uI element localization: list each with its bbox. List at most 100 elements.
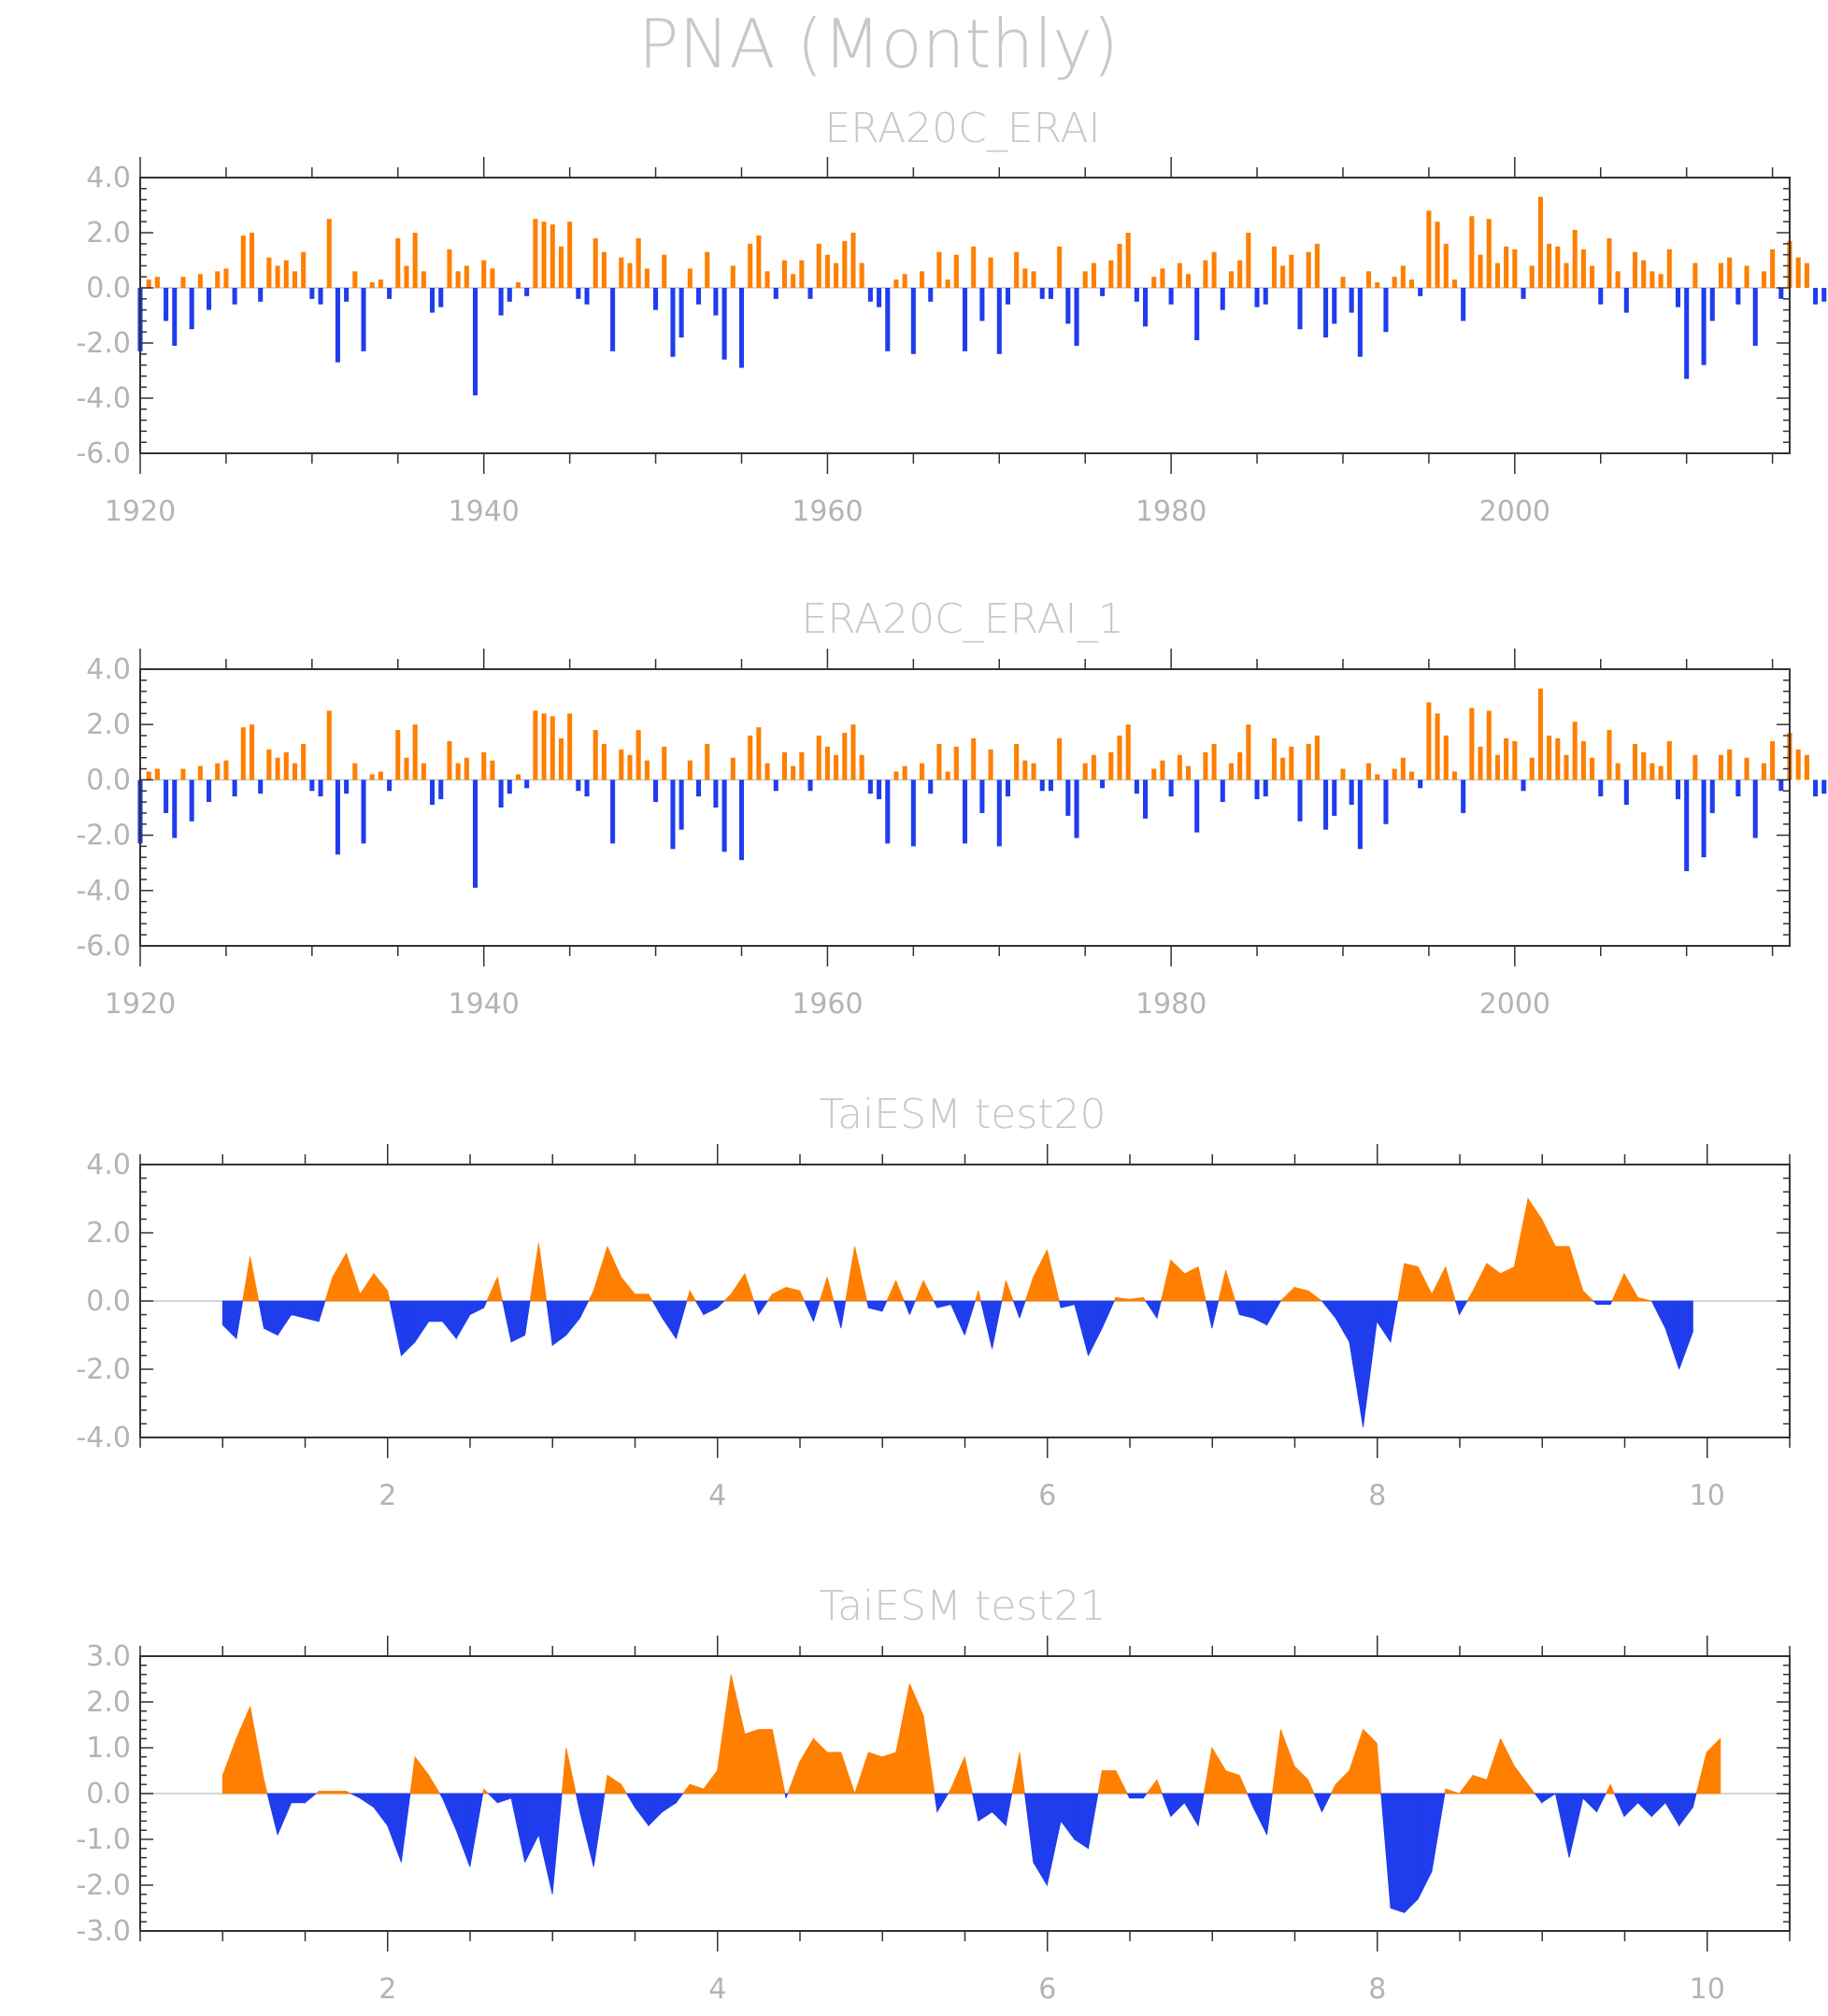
bar <box>1813 288 1819 305</box>
panel-title: ERA20C_ERAI_1 <box>801 595 1123 643</box>
y-tick-label: 0.0 <box>86 1778 131 1810</box>
bar <box>1512 249 1518 288</box>
bar <box>1658 765 1664 780</box>
bar <box>1022 268 1028 288</box>
bar <box>1271 738 1277 780</box>
bar <box>232 779 237 797</box>
bar <box>1082 763 1088 780</box>
bar <box>1821 779 1827 794</box>
bar <box>344 288 350 302</box>
bar <box>266 749 272 780</box>
bar <box>756 727 762 780</box>
bar <box>1795 749 1801 780</box>
bar <box>885 779 891 844</box>
bar <box>670 779 676 850</box>
bar <box>1091 754 1096 780</box>
bar <box>1623 779 1629 806</box>
y-tick-label: 2.0 <box>86 708 131 741</box>
bar <box>1426 210 1432 288</box>
bar <box>1744 265 1749 288</box>
bar <box>472 779 478 888</box>
bar <box>1005 288 1010 305</box>
bar <box>1658 274 1664 288</box>
bar <box>1220 288 1225 310</box>
bar <box>764 763 770 780</box>
bar <box>1451 279 1458 288</box>
bar <box>1580 740 1586 780</box>
bar <box>962 779 968 844</box>
bar <box>764 271 770 288</box>
bar <box>387 779 393 792</box>
bar <box>1494 754 1500 780</box>
bar <box>1263 288 1268 305</box>
bar <box>189 288 194 330</box>
bar <box>601 251 607 288</box>
bar <box>490 268 495 288</box>
bar <box>928 288 934 302</box>
bar <box>902 274 907 288</box>
bar <box>636 237 641 288</box>
bar <box>1100 779 1106 789</box>
x-tick-label: 6 <box>1038 1973 1056 2006</box>
bar <box>430 288 436 313</box>
bar <box>1529 265 1535 288</box>
bar <box>1709 288 1715 322</box>
y-tick-label: -3.0 <box>76 1915 131 1948</box>
bar <box>1761 271 1766 288</box>
bar <box>738 288 745 368</box>
x-tick-label: 2 <box>378 1973 396 2006</box>
bar <box>1400 265 1406 288</box>
bar <box>850 724 856 780</box>
bar <box>713 779 719 808</box>
bar <box>1134 288 1139 302</box>
bar <box>1014 743 1020 780</box>
x-tick-label: 2 <box>378 1480 396 1512</box>
bar <box>781 751 787 780</box>
bar <box>1684 288 1690 379</box>
bar <box>1246 233 1251 288</box>
bar <box>1633 251 1638 288</box>
bar <box>146 771 151 780</box>
bar <box>902 765 907 780</box>
bar <box>1323 288 1329 338</box>
bar <box>464 265 469 288</box>
bar <box>1494 263 1500 288</box>
panel-title: TaiESM test20 <box>820 1091 1107 1138</box>
panel-taiesm-test20: TaiESM test20 -4.0 -2.0 0.0 2.0 4.0 2 4 6 8 10 <box>76 1091 1791 1512</box>
bar <box>1168 288 1174 305</box>
x-tick-label: 1980 <box>1135 495 1207 528</box>
bar <box>619 257 624 288</box>
bar <box>275 265 280 288</box>
bar <box>1778 779 1784 792</box>
negative-area <box>221 1300 1693 1428</box>
bar <box>180 277 186 288</box>
bar <box>996 779 1002 847</box>
bar <box>1408 279 1415 288</box>
bar <box>953 746 959 780</box>
y-tick-label: -2.0 <box>76 1869 131 1902</box>
bar <box>1151 277 1157 288</box>
plot-area: -4.0 -2.0 0.0 2.0 4.0 2 4 6 8 10 <box>76 1144 1791 1512</box>
bar <box>335 288 340 363</box>
bar <box>1675 288 1681 307</box>
bar <box>1547 243 1552 288</box>
y-tick-label: 4.0 <box>86 162 131 194</box>
bar <box>1100 288 1106 296</box>
bar <box>1065 288 1071 324</box>
y-tick-label: -4.0 <box>76 875 131 908</box>
bar <box>687 760 693 780</box>
x-tick-label: 1940 <box>449 988 520 1021</box>
bar <box>1332 288 1337 324</box>
bar <box>850 233 856 288</box>
bar <box>1392 277 1397 288</box>
bar <box>1297 779 1303 822</box>
bar <box>275 757 280 780</box>
bar <box>197 274 203 288</box>
bar <box>1383 779 1389 824</box>
bar <box>361 288 366 351</box>
bar <box>215 763 221 780</box>
bar <box>524 779 530 789</box>
bar <box>1778 288 1784 299</box>
bar <box>627 754 633 780</box>
bar <box>223 760 229 780</box>
